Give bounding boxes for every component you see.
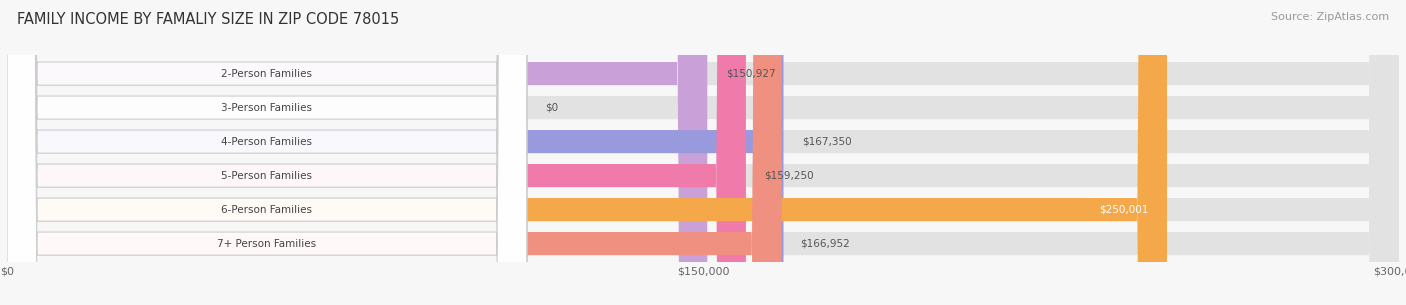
FancyBboxPatch shape (7, 0, 527, 305)
FancyBboxPatch shape (7, 0, 527, 305)
FancyBboxPatch shape (7, 0, 1399, 305)
Text: 7+ Person Families: 7+ Person Families (218, 239, 316, 249)
FancyBboxPatch shape (7, 0, 527, 305)
Text: $167,350: $167,350 (801, 137, 852, 147)
FancyBboxPatch shape (7, 0, 707, 305)
FancyBboxPatch shape (7, 0, 527, 305)
FancyBboxPatch shape (7, 0, 1399, 305)
FancyBboxPatch shape (7, 0, 747, 305)
Text: 6-Person Families: 6-Person Families (221, 205, 312, 215)
Text: $150,927: $150,927 (725, 69, 776, 79)
FancyBboxPatch shape (7, 0, 782, 305)
Text: 4-Person Families: 4-Person Families (221, 137, 312, 147)
Text: Source: ZipAtlas.com: Source: ZipAtlas.com (1271, 12, 1389, 22)
Text: $159,250: $159,250 (765, 170, 814, 181)
Text: 2-Person Families: 2-Person Families (221, 69, 312, 79)
FancyBboxPatch shape (7, 0, 1167, 305)
FancyBboxPatch shape (7, 0, 783, 305)
FancyBboxPatch shape (7, 0, 1399, 305)
Text: $0: $0 (546, 102, 558, 113)
FancyBboxPatch shape (7, 0, 1399, 305)
FancyBboxPatch shape (7, 0, 527, 305)
Text: 5-Person Families: 5-Person Families (221, 170, 312, 181)
Text: FAMILY INCOME BY FAMALIY SIZE IN ZIP CODE 78015: FAMILY INCOME BY FAMALIY SIZE IN ZIP COD… (17, 12, 399, 27)
FancyBboxPatch shape (7, 0, 527, 305)
Text: $166,952: $166,952 (800, 239, 851, 249)
FancyBboxPatch shape (7, 0, 1399, 305)
Text: $250,001: $250,001 (1099, 205, 1149, 215)
FancyBboxPatch shape (7, 0, 1399, 305)
Text: 3-Person Families: 3-Person Families (221, 102, 312, 113)
